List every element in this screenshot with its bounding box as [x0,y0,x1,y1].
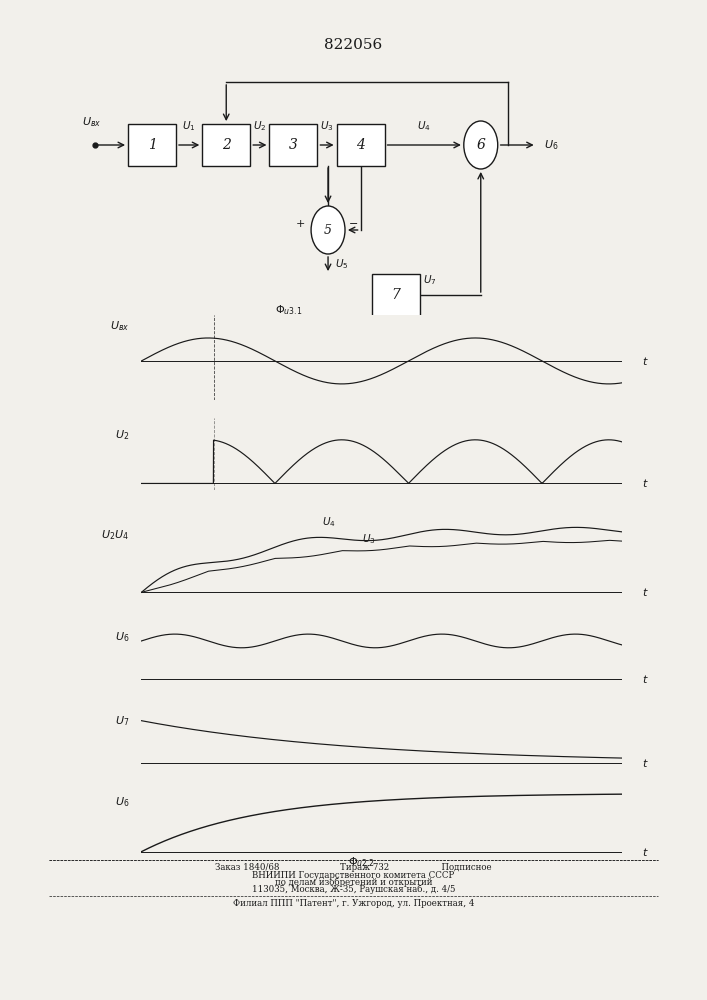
Circle shape [464,121,498,169]
Text: $U_6$: $U_6$ [115,795,129,809]
Text: $U_1$: $U_1$ [182,119,196,133]
Text: $t$: $t$ [642,757,649,769]
Text: 1: 1 [148,138,156,152]
Text: $t$: $t$ [642,355,649,367]
Text: $U_7$: $U_7$ [423,273,437,287]
Circle shape [311,206,345,254]
Text: $\Phi_{u2.2}$: $\Phi_{u2.2}$ [349,856,375,869]
Text: −: − [349,219,358,229]
Text: $U_4$: $U_4$ [322,516,335,529]
Text: $U_{вх}$: $U_{вх}$ [82,115,102,129]
Text: 2: 2 [222,138,230,152]
Text: $U_4$: $U_4$ [417,119,431,133]
Text: $U_2$: $U_2$ [253,119,267,133]
Bar [372,274,420,316]
Text: 113035, Москва, Ж-35, Раушская наб., д. 4/5: 113035, Москва, Ж-35, Раушская наб., д. … [252,884,455,894]
Text: $U_2U_4$: $U_2U_4$ [101,528,129,542]
Text: $U_2$: $U_2$ [115,429,129,442]
Text: $\Phi_{u3.1}$: $\Phi_{u3.1}$ [276,303,303,317]
Bar [269,124,317,166]
Text: 7: 7 [392,288,400,302]
Text: Редактор М. Недолуженко  Техред Т.Маточка     Корректор Г. Назарова: Редактор М. Недолуженко Техред Т.Маточка… [189,848,518,856]
Text: 5: 5 [324,224,332,236]
Text: $U_3$: $U_3$ [362,533,375,546]
Text: $U_5$: $U_5$ [335,257,349,271]
Text: Заказ 1840/68                      Тираж 732                   Подписное: Заказ 1840/68 Тираж 732 Подписное [215,862,492,871]
Text: по делам изобретений и открытий: по делам изобретений и открытий [275,877,432,887]
Text: $U_{вх}$: $U_{вх}$ [110,320,129,333]
Text: 3: 3 [289,138,298,152]
Text: 822056: 822056 [325,38,382,52]
Text: 4: 4 [356,138,365,152]
Text: $U_7$: $U_7$ [115,714,129,728]
Bar [337,124,385,166]
Text: +: + [296,219,305,229]
Text: $t$: $t$ [642,846,649,858]
Text: Филиал ППП "Патент", г. Ужгород, ул. Проектная, 4: Филиал ППП "Патент", г. Ужгород, ул. Про… [233,898,474,908]
Text: $t$: $t$ [642,673,649,685]
Text: $t$: $t$ [642,586,649,598]
Bar [128,124,176,166]
Text: 6: 6 [477,138,485,152]
Bar [202,124,250,166]
Text: ВНИИПИ Государственного комитета СССР: ВНИИПИ Государственного комитета СССР [252,870,455,880]
Text: $U_6$: $U_6$ [544,138,559,152]
Text: $U_6$: $U_6$ [115,631,129,644]
Text: $U_3$: $U_3$ [320,119,334,133]
Text: $t$: $t$ [642,477,649,489]
Text: Составитель Н. Чистякова: Составитель Н. Чистякова [291,834,416,844]
